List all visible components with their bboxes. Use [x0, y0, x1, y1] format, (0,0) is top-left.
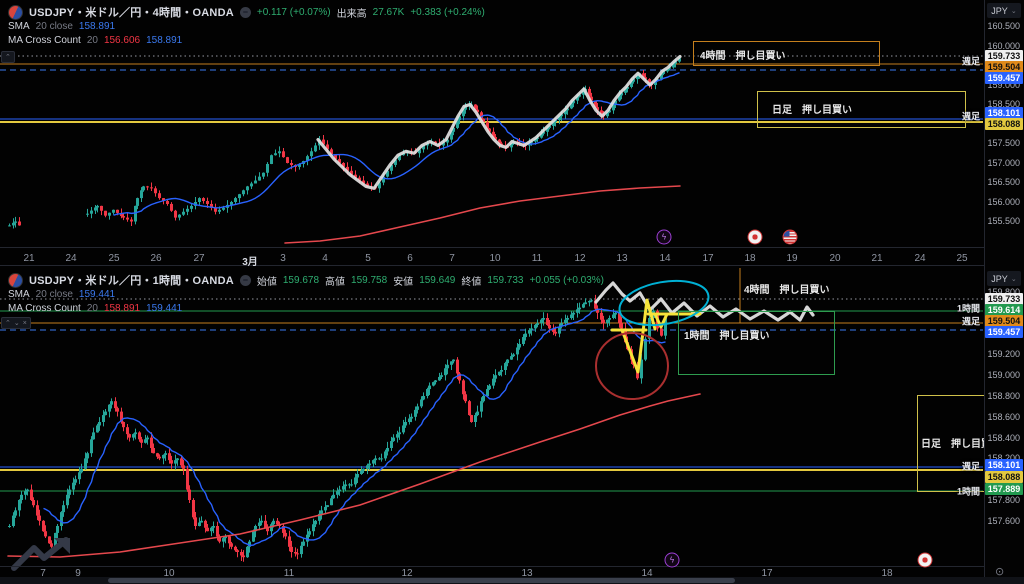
event-lightning-icon[interactable]: ϟ [656, 229, 672, 245]
white-projection-drawing[interactable] [594, 281, 815, 322]
pane-toolbar[interactable]: ⌃ ⌄ × [1, 317, 31, 329]
collapse-icon[interactable]: − [239, 274, 251, 286]
currency-label: JPY [991, 5, 1008, 16]
yellow-pattern-drawing[interactable] [653, 312, 669, 329]
collapse-icon[interactable]: − [239, 6, 251, 18]
indicator-name: MA Cross Count [8, 303, 81, 314]
high-label: 高値 [325, 276, 346, 288]
currency-label: JPY [991, 273, 1008, 284]
event-japan-flag-icon[interactable] [917, 552, 933, 568]
indicator-name: MA Cross Count [8, 35, 81, 46]
long-ma-line [7, 393, 701, 558]
ellipse-drawing[interactable] [616, 275, 712, 332]
ma-cross-row[interactable]: MA Cross Count 20 158.891 159.441 [8, 303, 182, 314]
indicator-params: 20 [86, 35, 98, 46]
chevron-down-icon: ⌄ [1010, 7, 1017, 15]
price-scale[interactable] [984, 0, 1024, 584]
series-4時間 [0, 54, 983, 244]
time-axis-border-bottom [0, 566, 1024, 567]
sma-row[interactable]: SMA 20 close 158.891 [8, 21, 115, 32]
event-japan-flag-icon[interactable] [747, 229, 763, 245]
time-axis-border-top [0, 247, 1024, 248]
indicator-value-red: 156.606 [103, 35, 141, 46]
long-ma-line [284, 185, 681, 244]
currency-unit-button[interactable]: JPY ⌄ [987, 3, 1021, 18]
sma-row[interactable]: SMA 20 close 159.441 [8, 289, 115, 300]
indicator-name: SMA [8, 21, 30, 32]
chevron-down-icon: ⌄ [13, 320, 20, 327]
indicator-value-red: 158.891 [103, 303, 141, 314]
indicator-name: SMA [8, 289, 30, 300]
chevron-up-icon: ⌃ [5, 54, 11, 61]
panel-divider [0, 265, 1024, 266]
white-trend-drawing[interactable] [316, 54, 682, 190]
symbol-title[interactable]: USDJPY・米ドル／円・1時間・OANDA [29, 275, 234, 287]
volume-label: 出来高 [336, 8, 367, 20]
sma-line [113, 72, 680, 216]
close-value: 159.733 [487, 274, 524, 286]
price-change: +0.055 (+0.03%) [529, 274, 605, 286]
high-value: 159.758 [351, 274, 388, 286]
volume-value: 27.67K [372, 6, 405, 18]
symbol-title[interactable]: USDJPY・米ドル／円・4時間・OANDA [29, 7, 234, 19]
event-lightning-icon[interactable]: ϟ [664, 552, 680, 568]
indicator-value-blue: 158.891 [146, 35, 183, 46]
tradingview-logo [11, 537, 70, 571]
series-1時間 [0, 268, 983, 562]
indicator-params: 20 close [35, 289, 73, 300]
close-label: 終値 [461, 276, 482, 288]
chevron-up-icon: ⌃ [5, 320, 11, 327]
indicator-params: 20 [86, 303, 98, 314]
h-scrollbar-thumb[interactable] [108, 578, 735, 583]
top-panel-header: USDJPY・米ドル／円・4時間・OANDA − +0.117 (+0.07%)… [8, 4, 485, 20]
open-value: 159.678 [282, 274, 320, 286]
open-label: 始値 [256, 276, 277, 288]
low-value: 159.649 [419, 274, 456, 286]
pane-collapse-button[interactable]: ⌃ [1, 51, 15, 63]
indicator-value: 158.891 [78, 21, 116, 32]
price-change: +0.117 (+0.07%) [256, 6, 331, 18]
low-label: 安値 [393, 276, 414, 288]
price-change-2: +0.383 (+0.24%) [410, 6, 485, 18]
indicator-value-blue: 159.441 [146, 303, 183, 314]
event-us-flag-icon[interactable] [782, 229, 798, 245]
axis-settings-icon[interactable]: ⊙ [995, 566, 1005, 578]
indicator-value: 159.441 [78, 289, 116, 300]
bottom-panel-header: USDJPY・米ドル／円・1時間・OANDA − 始値 159.678 高値 1… [8, 272, 604, 288]
ma-cross-row[interactable]: MA Cross Count 20 156.606 158.891 [8, 35, 182, 46]
indicator-params: 20 close [35, 21, 73, 32]
ellipse-drawing[interactable] [595, 332, 669, 400]
symbol-logo [8, 4, 23, 20]
sma-line [43, 308, 666, 547]
currency-unit-button[interactable]: JPY ⌄ [987, 271, 1021, 286]
chevron-down-icon: ⌄ [1010, 275, 1017, 283]
symbol-logo [8, 272, 23, 288]
close-icon: × [22, 319, 27, 327]
